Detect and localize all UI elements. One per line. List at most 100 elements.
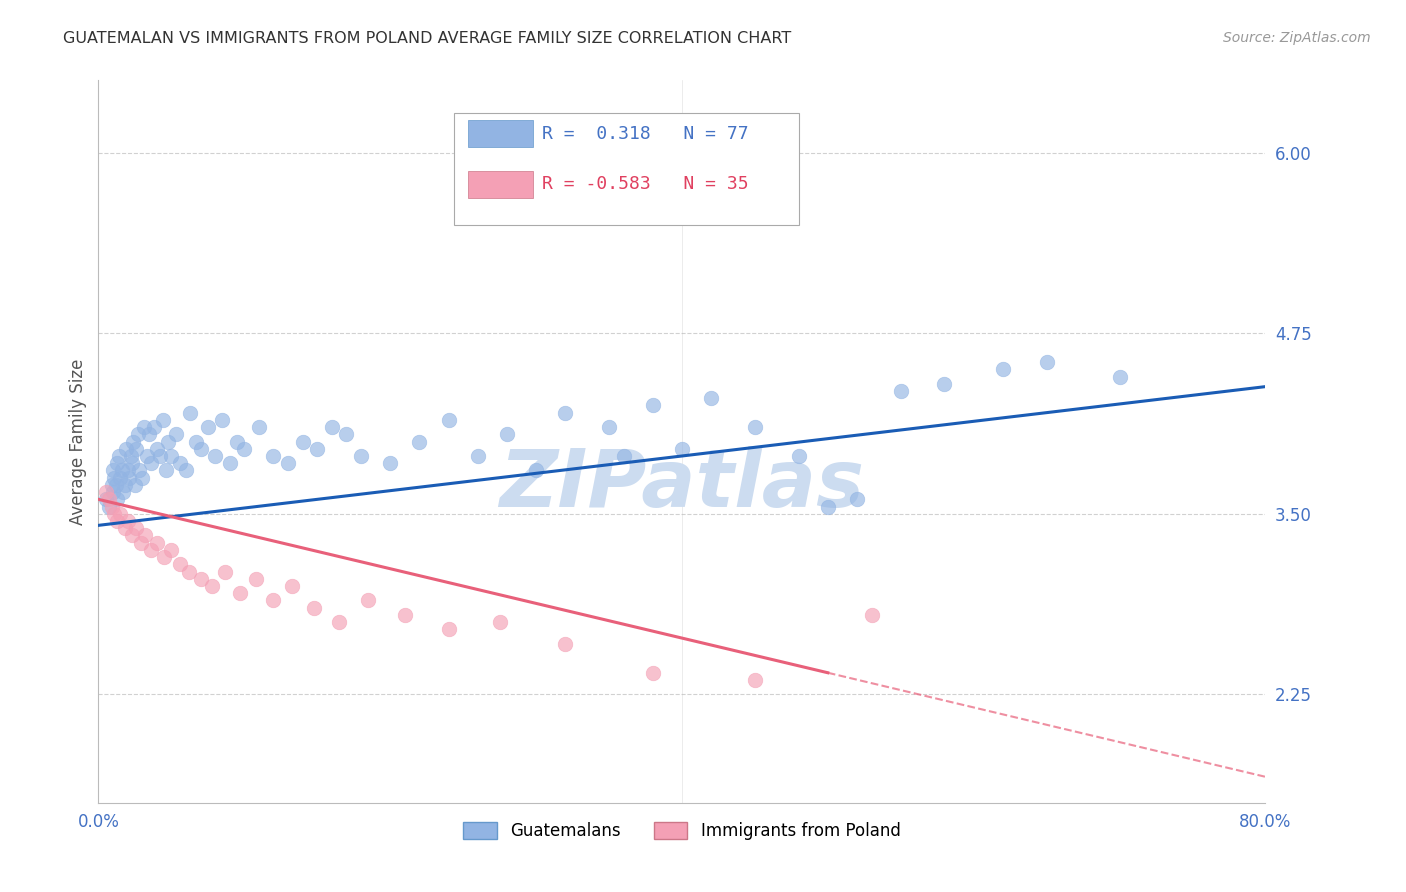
Point xyxy=(612,449,634,463)
Point xyxy=(165,427,187,442)
Point xyxy=(110,471,132,485)
Point xyxy=(152,413,174,427)
Point xyxy=(97,492,120,507)
Legend: Guatemalans, Immigrants from Poland: Guatemalans, Immigrants from Poland xyxy=(456,814,908,848)
Point xyxy=(134,528,156,542)
Point xyxy=(117,463,139,477)
Point xyxy=(247,420,270,434)
Point xyxy=(120,449,142,463)
Point xyxy=(641,398,664,412)
Point xyxy=(437,413,460,427)
Point xyxy=(380,456,402,470)
Point xyxy=(100,478,122,492)
Point xyxy=(211,413,233,427)
Point xyxy=(1108,369,1130,384)
Point xyxy=(218,456,240,470)
Point xyxy=(744,420,766,434)
Point xyxy=(153,550,176,565)
Point xyxy=(97,500,120,514)
Point xyxy=(111,463,134,477)
Text: Source: ZipAtlas.com: Source: ZipAtlas.com xyxy=(1223,31,1371,45)
Point xyxy=(103,471,125,485)
FancyBboxPatch shape xyxy=(454,112,799,225)
Point xyxy=(127,427,149,442)
Point xyxy=(304,600,326,615)
Point xyxy=(94,492,117,507)
Text: R =  0.318   N = 77: R = 0.318 N = 77 xyxy=(541,125,748,143)
Point xyxy=(186,434,208,449)
Y-axis label: Average Family Size: Average Family Size xyxy=(69,359,87,524)
Point xyxy=(321,420,343,434)
Point xyxy=(350,449,373,463)
Point xyxy=(139,456,162,470)
Point xyxy=(142,420,165,434)
Point xyxy=(131,471,153,485)
Point xyxy=(641,665,664,680)
Point xyxy=(122,434,145,449)
Point xyxy=(262,449,284,463)
Point xyxy=(110,507,132,521)
Point xyxy=(408,434,430,449)
Point xyxy=(108,449,131,463)
Point xyxy=(357,593,380,607)
Point xyxy=(105,456,128,470)
FancyBboxPatch shape xyxy=(468,120,533,147)
Point xyxy=(135,449,157,463)
Point xyxy=(101,485,124,500)
Point xyxy=(204,449,226,463)
Point xyxy=(174,463,197,477)
Point xyxy=(197,420,219,434)
Point xyxy=(128,463,150,477)
Point xyxy=(991,362,1014,376)
Text: ZIPatlas: ZIPatlas xyxy=(499,446,865,524)
Point xyxy=(125,442,148,456)
Point xyxy=(554,406,576,420)
Point xyxy=(307,442,329,456)
Point xyxy=(1035,355,1057,369)
Point xyxy=(277,456,299,470)
Point xyxy=(125,521,148,535)
Point xyxy=(114,478,136,492)
Point xyxy=(155,463,177,477)
Point xyxy=(700,391,723,405)
Point xyxy=(281,579,304,593)
Point xyxy=(179,406,201,420)
Point xyxy=(744,673,766,687)
Point xyxy=(488,615,510,630)
Point xyxy=(496,427,519,442)
Point xyxy=(105,514,128,528)
Point xyxy=(394,607,416,622)
Point xyxy=(105,492,128,507)
Point xyxy=(101,463,124,477)
Point xyxy=(229,586,252,600)
Point xyxy=(115,442,138,456)
Point xyxy=(214,565,236,579)
Point xyxy=(671,442,693,456)
Point xyxy=(149,449,172,463)
Point xyxy=(245,572,267,586)
Point xyxy=(335,427,357,442)
Point xyxy=(132,420,155,434)
Point xyxy=(201,579,224,593)
Point xyxy=(190,572,212,586)
Point xyxy=(226,434,249,449)
Point xyxy=(104,478,127,492)
Point xyxy=(118,471,141,485)
Point xyxy=(554,637,576,651)
Text: GUATEMALAN VS IMMIGRANTS FROM POLAND AVERAGE FAMILY SIZE CORRELATION CHART: GUATEMALAN VS IMMIGRANTS FROM POLAND AVE… xyxy=(63,31,792,46)
Point xyxy=(124,478,146,492)
Point xyxy=(233,442,256,456)
Point xyxy=(328,615,350,630)
Point xyxy=(177,565,200,579)
Point xyxy=(103,507,125,521)
Point xyxy=(190,442,212,456)
Point xyxy=(121,528,143,542)
Point xyxy=(860,607,883,622)
FancyBboxPatch shape xyxy=(468,170,533,198)
Point xyxy=(890,384,912,398)
Point xyxy=(146,442,169,456)
Point xyxy=(146,535,169,549)
Point xyxy=(138,427,160,442)
Point xyxy=(169,456,191,470)
Point xyxy=(817,500,839,514)
